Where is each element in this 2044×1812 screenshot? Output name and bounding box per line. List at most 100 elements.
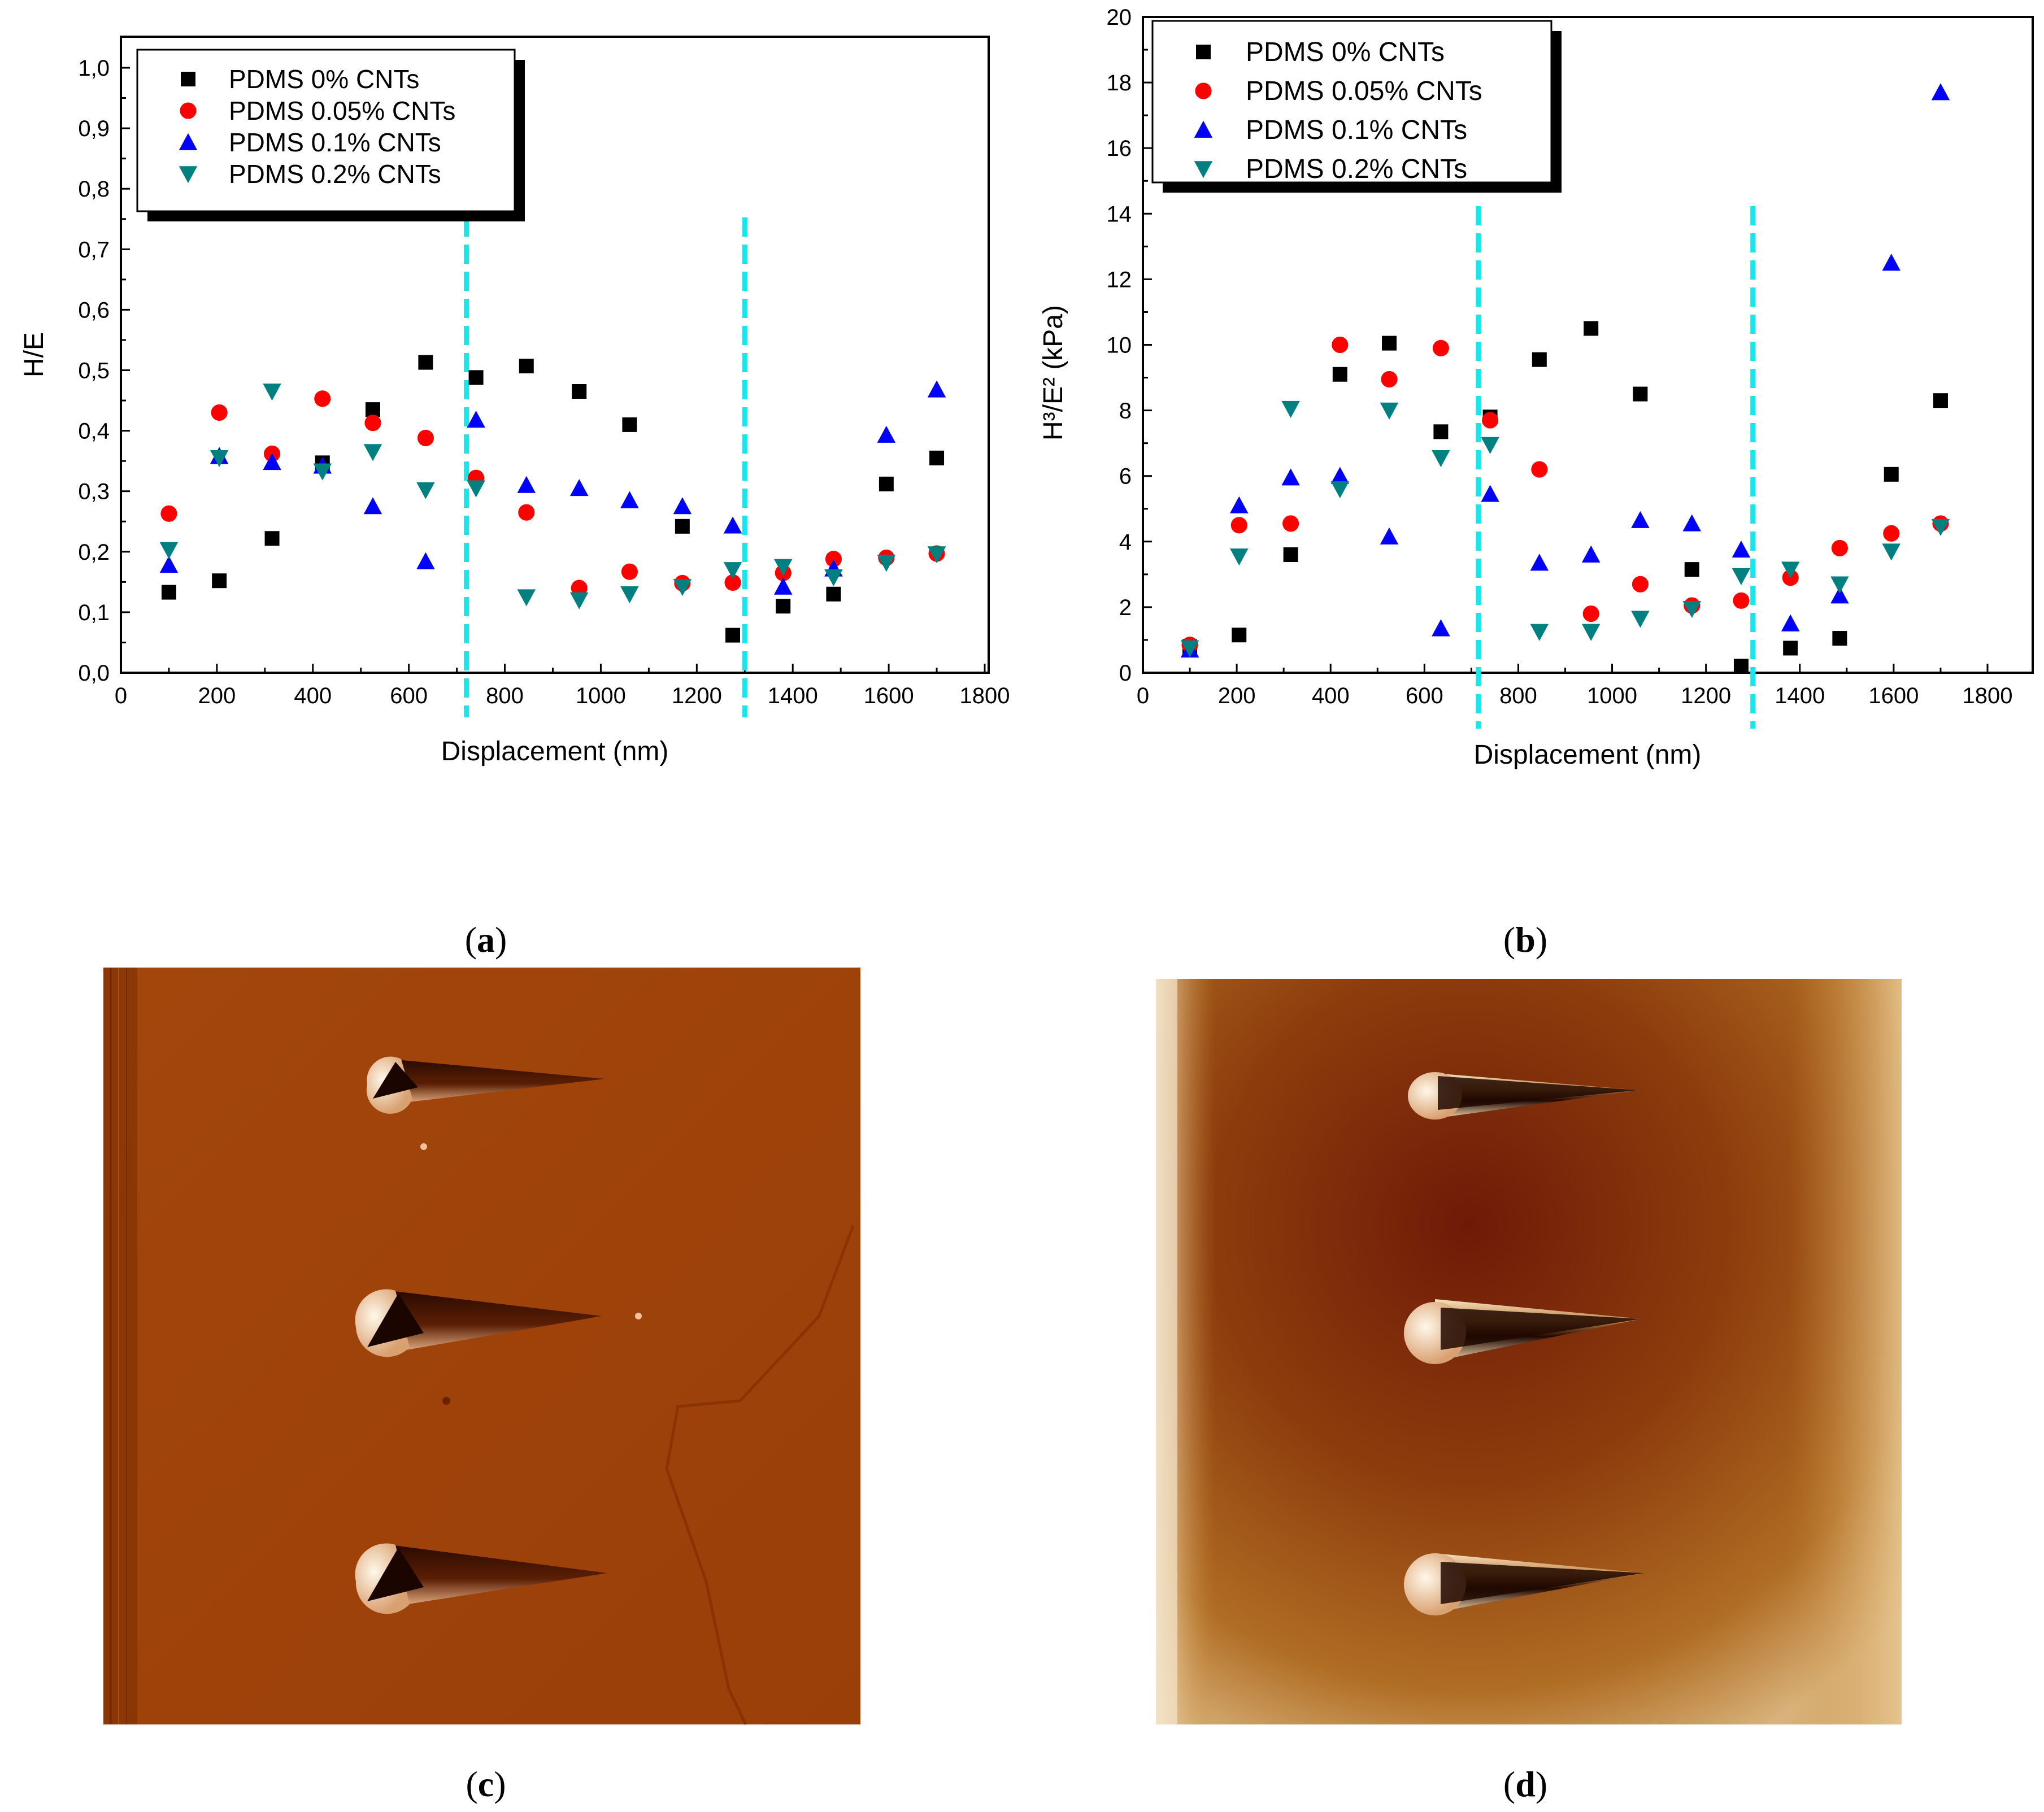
chart-a: 0 200 400 600 800 1000 1200 1400 1600 1800 0,0 0,1 0… [19, 36, 1010, 766]
y-tick-label-a: 0,7 [78, 237, 110, 262]
legend-label-b-s0: PDMS 0% CNTs [1246, 37, 1445, 67]
y-tick-label-a: 0,2 [78, 540, 110, 565]
indent-d-3 [1404, 1553, 1644, 1615]
data-point-b-s0 [1584, 321, 1599, 336]
data-point-b-s3 [1732, 568, 1751, 586]
y-tick-label-b: 8 [1119, 399, 1132, 424]
data-point-a-s3 [877, 555, 896, 572]
x-tick-label-b: 600 [1406, 683, 1443, 708]
legend-marker-a-s0 [181, 72, 195, 86]
data-point-b-s3 [1380, 402, 1399, 420]
data-point-a-s3 [927, 546, 946, 564]
x-tick-label-a: 1400 [768, 683, 818, 708]
data-point-a-s1 [211, 404, 228, 421]
data-point-b-s3 [1682, 600, 1701, 618]
x-tick-label-b: 1400 [1775, 683, 1825, 708]
x-tick-label-a: 1600 [864, 683, 914, 708]
data-point-b-s0 [1633, 386, 1648, 402]
data-point-a-s3 [313, 463, 332, 481]
y-tick-label-a: 0,6 [78, 298, 110, 323]
data-point-b-s0 [1684, 562, 1699, 577]
x-axis-label-a: Displacement (nm) [441, 737, 669, 766]
data-point-a-s3 [673, 579, 692, 596]
data-point-a-s2 [877, 425, 896, 443]
indent-d-2 [1404, 1299, 1641, 1364]
x-tick-label-a: 0 [115, 683, 127, 708]
afm-image-c [103, 968, 860, 1726]
data-point-a-s2 [517, 476, 536, 493]
data-point-a-s3 [620, 586, 639, 604]
data-point-b-s1 [1582, 605, 1599, 622]
legend-marker-a-s3 [179, 166, 198, 184]
data-point-b-s0 [1382, 336, 1397, 351]
x-tick-label-a: 200 [198, 683, 236, 708]
data-point-b-s3 [1581, 624, 1601, 641]
data-point-a-s3 [416, 482, 435, 499]
panel-label-c: (c) [466, 1764, 506, 1804]
data-point-b-s0 [1884, 467, 1899, 482]
legend-box-b [1151, 20, 1552, 184]
data-point-b-s1 [1282, 515, 1299, 532]
legend-box-a [136, 49, 516, 212]
data-point-b-s2 [1781, 614, 1800, 631]
data-point-b-s0 [1283, 547, 1298, 563]
data-point-a-s3 [569, 592, 589, 609]
data-point-a-s1 [518, 504, 535, 521]
y-tick-label-b: 10 [1107, 333, 1132, 358]
data-point-a-s3 [363, 444, 382, 461]
reference-lines-a [464, 217, 747, 717]
data-point-a-s0 [365, 402, 380, 417]
data-point-b-s3 [1481, 437, 1499, 454]
data-point-b-s1 [1381, 371, 1398, 388]
panel-label-d: (d) [1503, 1764, 1547, 1804]
y-axis-label-a: H/E [19, 332, 49, 377]
axes-a: 0 200 400 600 800 1000 1200 1400 1600 1800 0,0 0,1 0… [78, 56, 1010, 708]
data-point-b-s1 [1332, 336, 1349, 354]
data-point-b-s0 [1783, 641, 1798, 656]
x-tick-label-a: 600 [390, 683, 428, 708]
data-point-a-s1 [314, 390, 331, 407]
data-point-a-s2 [569, 479, 589, 496]
x-tick-label-a: 1800 [960, 683, 1010, 708]
data-point-a-s2 [673, 497, 692, 515]
x-tick-label-b: 400 [1312, 683, 1350, 708]
x-tick-label-b: 800 [1499, 683, 1537, 708]
data-point-b-s3 [1882, 543, 1901, 561]
data-point-a-s0 [161, 585, 176, 600]
y-tick-label-b: 2 [1119, 595, 1132, 620]
data-point-b-s1 [1733, 592, 1750, 609]
data-point-a-s0 [725, 628, 741, 643]
data-point-a-s3 [467, 480, 485, 498]
y-tick-label-b: 6 [1119, 464, 1132, 489]
data-point-b-s2 [1882, 254, 1901, 271]
data-point-a-s0 [264, 531, 280, 546]
data-point-b-s3 [1781, 561, 1800, 579]
data-point-a-s1 [417, 429, 434, 447]
data-point-a-s2 [263, 453, 281, 471]
data-point-a-s0 [776, 599, 791, 614]
y-tick-label-a: 0,0 [78, 661, 110, 686]
data-point-a-s1 [571, 580, 588, 596]
y-axis-label-b: H³/E² (kPa) [1038, 305, 1068, 441]
data-point-b-s1 [1632, 576, 1649, 593]
legend-marker-b-s0 [1196, 45, 1211, 59]
y-tick-label-a: 0,9 [78, 116, 110, 141]
data-point-b-s2 [1581, 545, 1601, 563]
x-tick-label-a: 800 [486, 683, 524, 708]
data-point-a-s3 [723, 562, 742, 580]
data-point-b-s0 [1832, 631, 1847, 646]
data-point-b-s2 [1281, 468, 1300, 486]
x-tick-label-a: 400 [294, 683, 332, 708]
data-point-b-s0 [1332, 367, 1347, 382]
plot-frame-a [120, 36, 990, 674]
data-point-b-s3 [1330, 481, 1350, 499]
x-tick-label-a: 1200 [672, 683, 722, 708]
data-point-a-s3 [824, 569, 843, 587]
data-point-a-s1 [160, 505, 177, 522]
x-tick-label-b: 1800 [1963, 683, 2013, 708]
data-point-a-s2 [927, 380, 946, 398]
data-point-a-s0 [929, 450, 945, 465]
data-point-b-s2 [1631, 511, 1650, 528]
x-tick-label-b: 0 [1137, 683, 1149, 708]
data-point-a-s1 [825, 551, 842, 568]
